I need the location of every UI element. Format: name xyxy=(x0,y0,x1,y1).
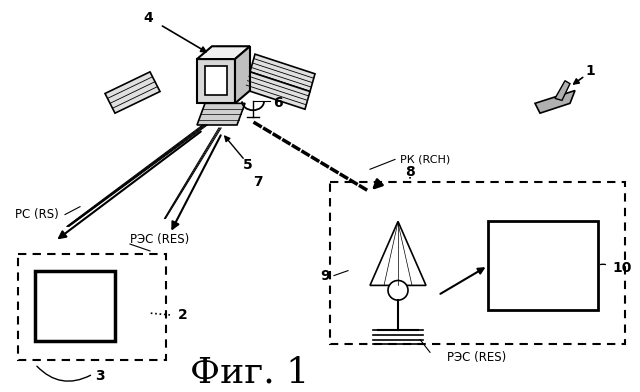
Circle shape xyxy=(388,281,408,300)
Polygon shape xyxy=(197,59,235,103)
Polygon shape xyxy=(235,46,250,103)
Polygon shape xyxy=(197,103,245,125)
Bar xyxy=(35,270,115,341)
Text: 2: 2 xyxy=(178,308,188,322)
Text: РК (RCH): РК (RCH) xyxy=(400,154,451,164)
Polygon shape xyxy=(245,72,310,109)
Text: 3: 3 xyxy=(95,369,104,383)
Text: Фиг. 1: Фиг. 1 xyxy=(190,355,310,389)
Polygon shape xyxy=(205,66,227,96)
Text: 10: 10 xyxy=(612,261,632,275)
Bar xyxy=(488,221,598,310)
Text: РС (RS): РС (RS) xyxy=(15,208,59,221)
Polygon shape xyxy=(370,221,426,285)
Polygon shape xyxy=(105,72,160,113)
Text: 8: 8 xyxy=(405,165,415,179)
Text: РЭС (RES): РЭС (RES) xyxy=(130,232,189,246)
Text: 5: 5 xyxy=(243,158,253,172)
Text: 7: 7 xyxy=(253,175,262,189)
Text: 4: 4 xyxy=(143,11,153,25)
Text: 1: 1 xyxy=(585,64,595,78)
Text: РЭС (RES): РЭС (RES) xyxy=(447,351,507,364)
Text: 6: 6 xyxy=(273,96,283,110)
Bar xyxy=(330,182,625,345)
Polygon shape xyxy=(555,81,570,100)
Bar xyxy=(18,254,166,360)
Polygon shape xyxy=(250,54,315,91)
Text: 9: 9 xyxy=(321,269,330,283)
Polygon shape xyxy=(535,91,575,113)
Polygon shape xyxy=(197,46,250,59)
